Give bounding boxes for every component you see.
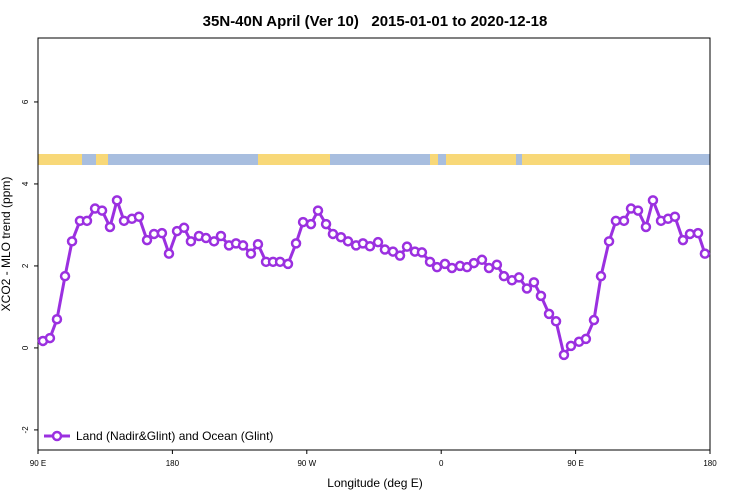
data-point — [96, 205, 108, 216]
data-point — [66, 236, 78, 247]
data-point — [543, 308, 555, 320]
y-tick-label: 2 — [21, 263, 30, 268]
data-point — [699, 248, 711, 259]
legend-label: Land (Nadir&Glint) and Ocean (Glint) — [76, 429, 273, 443]
chart-title: 35N-40N April (Ver 10) 2015-01-01 to 202… — [203, 13, 548, 30]
data-point — [215, 230, 227, 242]
data-point — [558, 349, 570, 361]
data-point — [446, 262, 458, 274]
data-point — [535, 290, 547, 302]
data-point — [327, 228, 339, 240]
data-point — [51, 313, 63, 325]
y-tick-label: -2 — [21, 426, 30, 434]
data-point — [237, 240, 249, 251]
data-point — [364, 241, 376, 252]
data-point — [320, 218, 332, 230]
plot-frame — [37, 37, 711, 451]
data-point — [632, 205, 644, 216]
data-point — [104, 221, 116, 233]
legend-marker — [51, 430, 63, 442]
data-point — [81, 215, 93, 227]
data-point — [342, 236, 354, 247]
data-point — [647, 195, 659, 206]
data-point — [141, 234, 153, 246]
data-point — [588, 314, 600, 326]
data-point — [610, 215, 622, 227]
data-point — [372, 236, 384, 248]
x-tick-label: 90 E — [30, 459, 46, 468]
data-point — [394, 250, 406, 261]
data-point — [401, 241, 413, 252]
data-point — [550, 316, 562, 327]
data-point — [163, 248, 175, 259]
data-point — [513, 272, 525, 283]
x-tick-label: 90 W — [297, 459, 316, 468]
data-point — [379, 244, 391, 255]
x-tick-label: 180 — [703, 459, 717, 468]
data-point — [476, 254, 488, 266]
x-axis-title: Longitude (deg E) — [327, 476, 422, 490]
data-point — [156, 227, 168, 239]
data-point — [133, 211, 145, 222]
data-point — [565, 340, 577, 352]
data-point — [580, 333, 592, 345]
data-point — [424, 256, 436, 268]
data-point — [491, 259, 503, 270]
data-point — [528, 277, 540, 288]
data-point — [59, 270, 71, 282]
data-point — [252, 238, 264, 250]
data-point — [44, 332, 56, 344]
data-point — [290, 238, 302, 249]
data-point — [595, 270, 607, 282]
x-tick-label: 0 — [439, 459, 444, 468]
land-ocean-strip — [38, 154, 710, 165]
data-point — [603, 236, 615, 247]
y-tick-label: 0 — [21, 345, 30, 350]
data-point — [692, 227, 704, 239]
data-point — [208, 236, 220, 247]
y-axis-title: XCO2 - MLO trend (ppm) — [0, 177, 13, 312]
data-point — [498, 270, 510, 282]
x-tick-label: 90 E — [567, 459, 583, 468]
y-tick-label: 6 — [21, 99, 30, 104]
data-point — [111, 195, 123, 206]
data-point — [185, 236, 197, 247]
data-point — [178, 222, 190, 234]
data-point — [468, 257, 480, 269]
data-point — [245, 248, 257, 259]
data-point — [282, 258, 294, 270]
data-point — [677, 234, 689, 246]
data-point — [305, 218, 317, 230]
data-point — [684, 228, 696, 240]
data-point — [312, 205, 324, 216]
data-point — [200, 232, 212, 244]
data-point — [618, 215, 630, 227]
data-point — [521, 283, 533, 294]
data-point — [416, 247, 428, 258]
data-point — [669, 211, 681, 222]
data-point — [640, 221, 652, 233]
y-tick-label: 4 — [21, 181, 30, 186]
x-tick-label: 180 — [166, 459, 180, 468]
